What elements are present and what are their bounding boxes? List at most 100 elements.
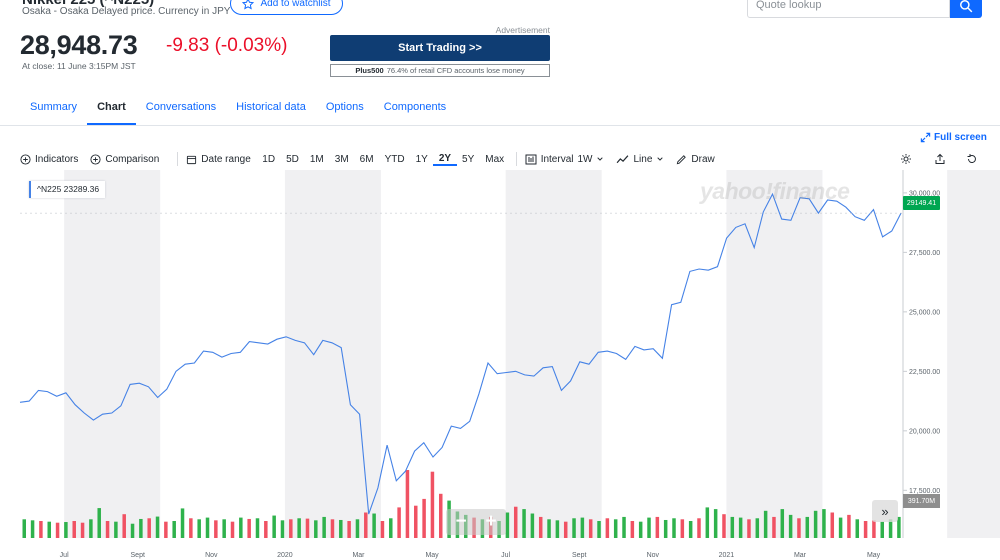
volume-bar — [197, 519, 201, 538]
volume-bar — [430, 471, 435, 538]
y-tick-label: 27,500.00 — [909, 250, 940, 257]
volume-bar — [64, 522, 68, 538]
range-1m[interactable]: 1M — [309, 153, 324, 165]
volume-bar — [55, 522, 60, 538]
quote-lookup-input[interactable]: Quote lookup — [747, 0, 950, 18]
volume-bar — [680, 519, 685, 538]
tab-historical-data[interactable]: Historical data — [236, 101, 306, 113]
volume-bar — [730, 516, 735, 538]
volume-bar — [597, 521, 601, 538]
price-chart[interactable]: 30,000.00 27,500.00 25,000.00 22,500.00 20,0… — [0, 170, 1000, 560]
settings-button[interactable] — [900, 151, 912, 167]
interval-value: 1W — [577, 153, 593, 165]
range-1y[interactable]: 1Y — [415, 153, 428, 165]
volume-bar — [30, 520, 35, 538]
y-tick-label: 22,500.00 — [909, 369, 940, 376]
range-max[interactable]: Max — [485, 153, 505, 165]
volume-bar — [838, 517, 843, 538]
volume-bar — [763, 510, 768, 538]
y-tick-label: 17,500.00 — [909, 488, 940, 495]
range-1d[interactable]: 1D — [262, 153, 276, 165]
volume-bar — [538, 516, 543, 538]
quote-tabs: Summary Chart Conversations Historical d… — [20, 96, 456, 126]
tab-components[interactable]: Components — [383, 101, 447, 113]
date-range-button[interactable]: Date range — [186, 153, 251, 165]
volume-bar — [722, 514, 726, 538]
close-time: At close: 11 June 3:15PM JST — [22, 61, 136, 71]
month-band — [726, 170, 823, 538]
watchlist-label: Add to watchlist — [260, 0, 331, 9]
volume-bar — [855, 519, 860, 538]
indicators-button[interactable]: Indicators — [20, 154, 78, 165]
search-button[interactable] — [950, 0, 982, 18]
range-2y[interactable]: 2Y — [433, 153, 457, 166]
chart-type-label: Line — [633, 153, 653, 165]
volume-bar — [697, 518, 701, 538]
share-button[interactable] — [934, 151, 946, 167]
volume-bar — [605, 518, 610, 538]
range-5d[interactable]: 5D — [286, 153, 299, 165]
range-6m[interactable]: 6M — [359, 153, 374, 165]
volume-bar — [805, 516, 810, 538]
range-3m[interactable]: 3M — [334, 153, 349, 165]
candle-chart-icon — [525, 154, 537, 164]
volume-bar — [555, 520, 560, 538]
price-change: -9.83 (-0.03%) — [166, 35, 288, 56]
x-tick-label: 2020 — [277, 552, 293, 559]
full-screen-button[interactable]: Full screen — [920, 132, 987, 143]
chevron-down-icon — [597, 157, 604, 161]
tab-options[interactable]: Options — [325, 101, 364, 113]
toolbar-separator — [177, 152, 179, 166]
chart-type-dropdown[interactable]: Line — [616, 154, 664, 165]
zoom-in-button[interactable]: + — [485, 511, 497, 532]
ad-disclaimer-text: 76.4% of retail CFD accounts lose money — [386, 66, 525, 75]
y-tick-label: 30,000.00 — [909, 190, 940, 197]
volume-bar — [272, 515, 276, 538]
tab-summary[interactable]: Summary — [30, 101, 78, 113]
x-tick-label: Mar — [352, 552, 365, 559]
volume-bar — [813, 510, 818, 538]
volume-bar — [72, 521, 76, 538]
range-ytd[interactable]: YTD — [384, 153, 405, 165]
tab-chart[interactable]: Chart — [87, 96, 136, 126]
series-tag[interactable]: ^N225 23289.36 — [29, 181, 106, 198]
volume-bar — [647, 517, 651, 538]
start-trading-button[interactable]: Start Trading >> — [330, 35, 550, 61]
reset-icon — [967, 154, 976, 163]
interval-dropdown[interactable]: Interval 1W — [525, 154, 605, 165]
volume-bar — [847, 514, 851, 538]
volume-bar — [355, 519, 360, 538]
comparison-button[interactable]: Comparison — [90, 154, 159, 165]
star-icon — [242, 0, 255, 10]
scroll-to-latest-button[interactable]: » — [872, 500, 898, 522]
date-range-label: Date range — [201, 153, 251, 165]
volume-bar — [172, 521, 176, 538]
double-chevron-right-icon: » — [881, 503, 889, 519]
add-to-watchlist-button[interactable]: Add to watchlist — [230, 0, 343, 15]
volume-bar — [322, 516, 326, 538]
range-5y[interactable]: 5Y — [462, 153, 475, 165]
volume-bar — [830, 512, 835, 538]
volume-bar — [330, 519, 335, 538]
comparison-label: Comparison — [105, 153, 160, 165]
volume-bar — [688, 521, 693, 538]
volume-bar — [297, 518, 301, 538]
volume-bar — [863, 521, 868, 538]
search-icon — [960, 0, 973, 13]
volume-bar — [105, 521, 110, 538]
y-tick-label: 20,000.00 — [909, 428, 940, 435]
x-tick-label: 2021 — [719, 552, 735, 559]
draw-button[interactable]: Draw — [676, 154, 715, 165]
volume-bar — [822, 509, 826, 538]
calendar-icon — [187, 155, 197, 164]
volume-bar — [439, 493, 443, 538]
volume-bar — [80, 522, 85, 538]
tab-conversations[interactable]: Conversations — [145, 101, 217, 113]
reset-button[interactable] — [966, 151, 978, 167]
volume-bar — [780, 509, 785, 538]
zoom-out-button[interactable]: − — [455, 511, 467, 532]
volume-bar — [364, 512, 368, 538]
quote-title: Nikkei 225 (^N225) — [22, 0, 154, 8]
volume-bar — [613, 519, 618, 538]
volume-bar — [563, 521, 568, 538]
